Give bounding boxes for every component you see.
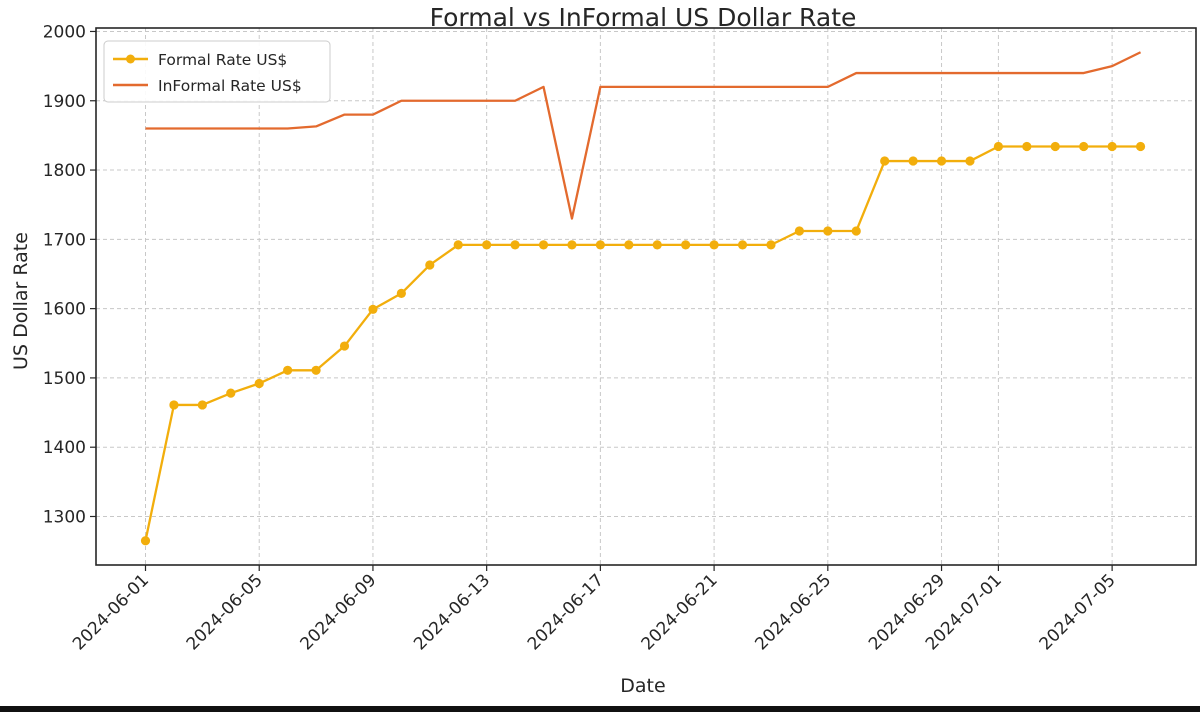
y-axis-label: US Dollar Rate xyxy=(10,232,32,370)
formal-rate-point xyxy=(880,156,890,166)
x-tick-label: 2024-06-01 xyxy=(69,570,153,654)
formal-rate-point xyxy=(311,365,321,375)
y-tick-label: 1700 xyxy=(43,230,86,250)
formal-rate-point xyxy=(567,240,577,250)
y-tick-label: 1400 xyxy=(43,438,86,458)
x-tick-label: 2024-06-05 xyxy=(183,570,267,654)
informal-rate-line xyxy=(145,51,1142,220)
formal-rate-point xyxy=(652,240,662,250)
formal-rate-point xyxy=(1135,141,1146,152)
formal-rate-point xyxy=(1022,141,1032,152)
formal-rate-point xyxy=(908,156,918,166)
y-axis: 1300 1400 1500 1600 1700 1800 1900 2000 xyxy=(43,22,96,527)
formal-rate-point xyxy=(823,226,833,236)
legend-label-formal: Formal Rate US$ xyxy=(158,51,287,69)
formal-rate-point xyxy=(482,240,492,250)
chart-title: Formal vs InFormal US Dollar Rate xyxy=(430,3,857,32)
formal-rate-point xyxy=(936,156,947,166)
y-tick-label: 2000 xyxy=(43,22,86,42)
legend-box xyxy=(103,40,331,103)
formal-rate-point xyxy=(624,240,634,250)
formal-rate-point xyxy=(226,388,236,398)
formal-rate-point xyxy=(254,378,264,389)
x-tick-label: 2024-06-13 xyxy=(410,570,494,654)
y-tick-label: 1300 xyxy=(43,507,86,527)
x-tick-label: 2024-07-05 xyxy=(1036,570,1120,654)
legend-marker-formal xyxy=(126,54,135,64)
formal-rate-point xyxy=(425,260,435,270)
y-tick-label: 1500 xyxy=(43,369,86,389)
y-tick-label: 1900 xyxy=(43,92,86,112)
formal-rate-point xyxy=(283,365,293,375)
x-tick-label: 2024-06-25 xyxy=(751,570,835,654)
formal-rate-point xyxy=(766,240,776,250)
x-axis: 2024-06-01 2024-06-05 2024-06-09 2024-06-13… xyxy=(69,565,1120,654)
formal-rate-point xyxy=(453,240,463,250)
formal-rate-point xyxy=(1107,141,1117,152)
x-tick-label: 2024-06-21 xyxy=(638,570,722,654)
formal-rate-point xyxy=(396,288,406,298)
formal-rate-point xyxy=(1079,141,1089,152)
formal-rate-point xyxy=(595,240,605,250)
x-axis-label: Date xyxy=(620,675,665,697)
formal-rate-point xyxy=(197,400,207,410)
legend-label-informal: InFormal Rate US$ xyxy=(158,77,302,95)
x-tick-label: 2024-06-17 xyxy=(524,570,608,654)
formal-rate-point xyxy=(851,226,861,236)
formal-rate-point xyxy=(538,240,549,250)
formal-rate-point xyxy=(510,240,520,250)
formal-rate-point xyxy=(140,536,151,546)
formal-rate-point xyxy=(339,341,350,351)
formal-rate-point xyxy=(737,240,748,250)
formal-rate-point xyxy=(794,226,804,236)
formal-rate-point xyxy=(993,141,1004,152)
formal-rate-point xyxy=(681,240,691,250)
series xyxy=(140,51,1146,546)
grid xyxy=(96,28,1196,565)
formal-rate-point xyxy=(368,304,378,314)
formal-rate-point xyxy=(169,400,179,410)
formal-rate-line xyxy=(144,145,1141,541)
y-tick-label: 1600 xyxy=(43,300,86,320)
formal-rate-point xyxy=(1050,141,1060,152)
legend: Formal Rate US$ InFormal Rate US$ xyxy=(103,40,331,103)
x-tick-label: 2024-06-09 xyxy=(296,570,380,654)
y-tick-label: 1800 xyxy=(43,161,86,181)
formal-rate-point xyxy=(965,156,975,166)
bottom-border xyxy=(0,706,1200,712)
plot-frame xyxy=(95,27,1197,566)
formal-rate-point xyxy=(709,240,719,250)
